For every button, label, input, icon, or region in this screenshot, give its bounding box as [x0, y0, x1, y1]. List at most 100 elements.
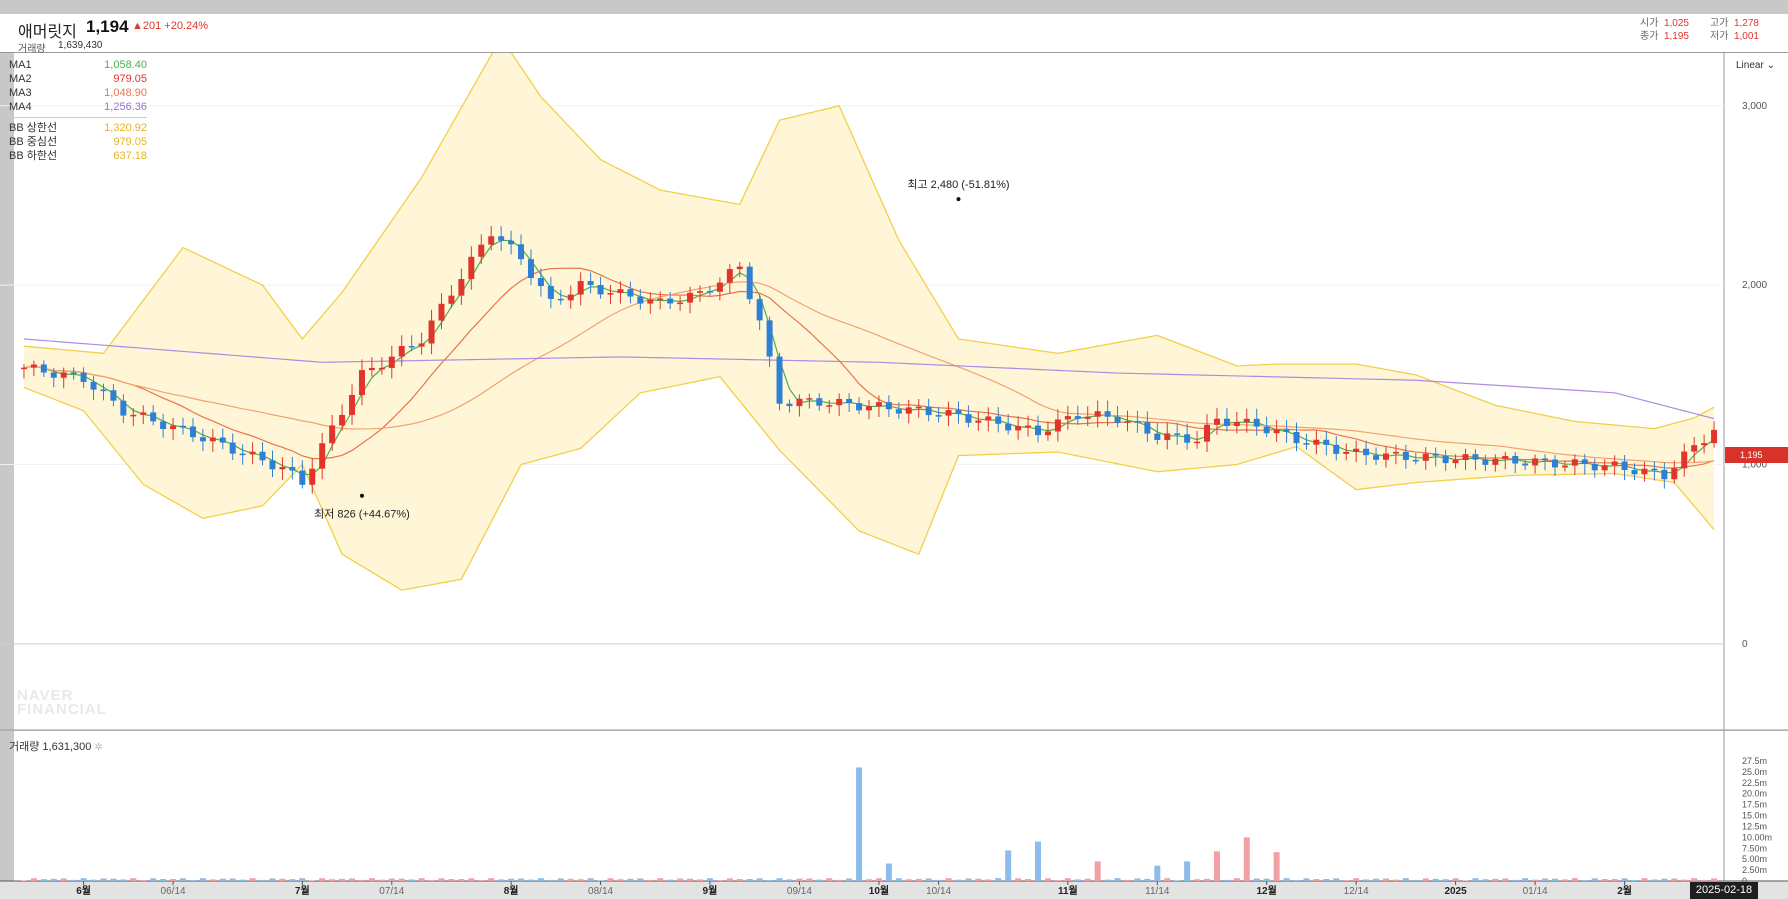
volume-bar: [80, 878, 87, 881]
volume-bar: [1303, 878, 1310, 881]
volume-bar: [1134, 878, 1141, 881]
candle-body: [1124, 421, 1131, 423]
legend-bb-lower[interactable]: BB 하한선 637.18: [9, 150, 147, 162]
volume-tick-label: 27.5m: [1742, 756, 1767, 766]
volume-bar: [1392, 879, 1399, 881]
volume-bar: [418, 878, 425, 881]
candle-body: [418, 343, 425, 347]
legend-ma3[interactable]: MA3 1,048.90: [9, 87, 147, 99]
volume-bar: [1273, 852, 1280, 881]
volume-bar: [358, 879, 365, 881]
candle-body: [1442, 455, 1449, 464]
x-tick-label: 11/14: [1145, 886, 1170, 897]
candle-body: [1114, 416, 1121, 423]
candle-body: [905, 407, 912, 414]
candle-body: [180, 425, 187, 428]
volume-bar: [209, 879, 216, 881]
legend-bb-upper[interactable]: BB 상한선 1,320.92: [9, 122, 147, 134]
candle-body: [1154, 433, 1161, 441]
volume-bar: [1323, 879, 1330, 881]
volume-bar: [428, 880, 435, 881]
candle-body: [1333, 444, 1340, 454]
candle-body: [1104, 411, 1111, 417]
volume-tick-label: 10.00m: [1742, 832, 1772, 842]
candle-body: [448, 295, 455, 304]
candle-body: [826, 405, 833, 407]
volume-bar: [299, 878, 306, 881]
volume-bar: [726, 878, 733, 881]
candle-body: [219, 437, 226, 443]
volume-bar: [289, 879, 296, 881]
legend-ma2[interactable]: MA2 979.05: [9, 73, 147, 85]
legend-ma1[interactable]: MA1 1,058.40: [9, 59, 147, 71]
volume-axis-area: [1724, 731, 1788, 881]
volume-tick-label: 12.5m: [1742, 821, 1767, 831]
volume-bar: [995, 878, 1002, 881]
volume-bar: [706, 878, 713, 881]
candle-body: [1263, 426, 1270, 434]
candle-body: [20, 367, 27, 370]
y-tick-label: 1,000: [1742, 460, 1767, 471]
x-tick-label: 12/14: [1344, 886, 1369, 897]
candle-body: [1044, 431, 1051, 436]
naver-financial-watermark: NAVER FINANCIAL: [17, 687, 107, 718]
scale-linear-button[interactable]: Linear ⌄: [1736, 60, 1775, 71]
candle-body: [1601, 465, 1608, 471]
volume-bar: [1343, 880, 1350, 881]
x-tick-label: 12월: [1257, 885, 1277, 897]
legend-ma4[interactable]: MA4 1,256.36: [9, 101, 147, 113]
candle-body: [229, 442, 236, 454]
volume-bar: [1054, 880, 1061, 881]
volume-bar: [1621, 878, 1628, 881]
volume-bar: [189, 880, 196, 881]
candle-body: [1502, 455, 1509, 459]
candle-body: [1015, 426, 1022, 431]
volume-bar: [577, 879, 584, 881]
volume-bar: [50, 878, 57, 881]
x-tick-label: 7월: [295, 885, 310, 897]
volume-bar: [1561, 879, 1568, 881]
x-tick-label: 9월: [703, 885, 718, 897]
annotation-dot: [956, 197, 961, 202]
candle-body: [339, 414, 346, 426]
candle-body: [1482, 459, 1489, 465]
candle-body: [1532, 458, 1539, 466]
x-tick-label: 2월: [1617, 885, 1632, 897]
volume-bar: [1641, 878, 1648, 881]
volume-bar: [239, 879, 246, 881]
candle-body: [498, 236, 505, 241]
volume-bar: [657, 878, 664, 881]
volume-bar: [647, 879, 654, 881]
volume-bar: [567, 878, 574, 881]
candle-body: [199, 437, 206, 442]
candle-body: [30, 364, 37, 368]
volume-bar: [180, 878, 187, 881]
candle-body: [746, 266, 753, 300]
candle-body: [249, 451, 256, 455]
volume-bar: [1462, 880, 1469, 881]
settings-icon[interactable]: ✲: [94, 742, 103, 753]
candle-body: [368, 367, 375, 371]
volume-bar: [1581, 880, 1588, 881]
volume-bar: [1651, 879, 1658, 881]
volume-bar: [1422, 878, 1429, 881]
volume-label: 거래량: [18, 44, 46, 55]
volume-bar: [1005, 850, 1012, 881]
volume-bar: [1174, 880, 1181, 881]
candle-body: [637, 296, 644, 304]
volume-bar: [1701, 879, 1708, 881]
candle-body: [1233, 422, 1240, 427]
ma2-line: [23, 267, 1715, 469]
volume-bar: [110, 878, 117, 881]
volume-tick-label: 2.50m: [1742, 865, 1767, 875]
candle-body: [1452, 460, 1459, 464]
candle-body: [1243, 418, 1250, 423]
volume-bar: [786, 879, 793, 881]
legend-bb-middle[interactable]: BB 중심선 979.05: [9, 136, 147, 148]
volume-bar: [508, 878, 515, 881]
candle-body: [1363, 448, 1370, 456]
candle-body: [279, 467, 286, 470]
volume-bars-group: [20, 767, 1718, 881]
volume-bar: [667, 879, 674, 881]
